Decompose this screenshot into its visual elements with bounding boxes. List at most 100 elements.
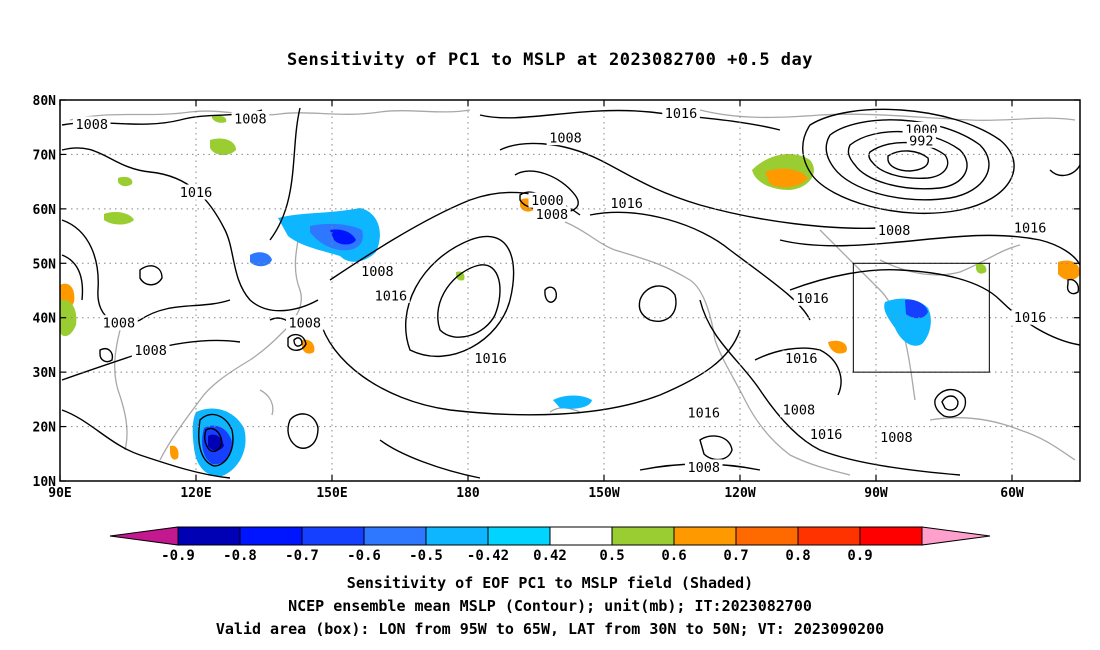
colorbar: -0.9 -0.8 -0.7 -0.6 -0.5 -0.42 0.42 0.5 0.6 0.7 0.… xyxy=(109,526,991,564)
contour-label: 1008 xyxy=(289,316,322,332)
contour-label-bg xyxy=(684,459,723,475)
contour-label: 1016 xyxy=(610,196,643,212)
lon-tick-label: 90W xyxy=(864,486,888,501)
contour-label-bg xyxy=(72,116,111,132)
contour-label-bg xyxy=(807,426,845,442)
caption-valid-area: Valid area (box): LON from 95W to 65W, L… xyxy=(215,620,885,638)
colorbar-label: -0.5 xyxy=(409,548,443,564)
contour-label: 1016 xyxy=(180,185,213,201)
lat-tick-label: 20N xyxy=(33,421,57,436)
contour-label: 1016 xyxy=(1014,220,1047,236)
colorbar-swatch xyxy=(425,526,489,546)
contour-label: 1008 xyxy=(134,343,167,359)
contour-label: 1008 xyxy=(687,460,720,476)
colorbar-label: 0.42 xyxy=(533,548,567,564)
contour-label: 1008 xyxy=(361,264,394,280)
lat-axis: 10N 20N 30N 40N 50N 60N 70N 80N xyxy=(33,94,1080,490)
coastlines xyxy=(69,109,1076,476)
contour-label-bg xyxy=(1011,219,1049,235)
contour-label-bg xyxy=(231,111,270,127)
colorbar-swatch xyxy=(363,526,427,546)
contour-label-bg xyxy=(546,130,585,146)
contour-label-bg xyxy=(875,222,913,238)
contour-label-bg xyxy=(793,290,832,306)
lon-tick-label: 150W xyxy=(588,486,619,501)
colorbar-swatch xyxy=(177,526,241,546)
contour-label: 1016 xyxy=(810,427,843,443)
colorbar-swatch xyxy=(549,526,613,546)
lon-tick-label: 120W xyxy=(724,486,755,501)
contour-label: 1008 xyxy=(234,112,267,128)
contour-label-bg xyxy=(684,404,723,420)
lat-tick-label: 70N xyxy=(33,148,57,163)
contour-label: 1000 xyxy=(531,193,564,209)
colorbar-label: -0.6 xyxy=(347,548,381,564)
contour-label: 1008 xyxy=(878,223,911,239)
colorbar-label: 0.8 xyxy=(785,548,810,564)
colorbar-swatch xyxy=(239,526,303,546)
valid-area-box xyxy=(852,262,990,373)
contour-label-bg xyxy=(131,342,170,358)
contour-label: 1008 xyxy=(549,131,582,147)
lon-tick-label: 180 xyxy=(456,486,480,501)
lon-axis: 90E 120E 150E 180 150W 120W 90W 60W xyxy=(48,100,1024,501)
contour-label-bg xyxy=(177,184,215,200)
colorbar-label: -0.8 xyxy=(223,548,257,564)
contour-label: 1016 xyxy=(785,351,818,367)
figure-title: Sensitivity of PC1 to MSLP at 2023082700… xyxy=(286,50,813,70)
contour-label-bg xyxy=(662,105,700,121)
colorbar-label: 0.6 xyxy=(661,548,686,564)
map-frame xyxy=(59,99,1081,482)
contour-label: 1016 xyxy=(687,405,720,421)
colorbar-swatch xyxy=(487,526,551,546)
caption-contour: NCEP ensemble mean MSLP (Contour); unit(… xyxy=(288,597,812,615)
colorbar-label: -0.9 xyxy=(161,548,195,564)
colorbar-label: 0.9 xyxy=(847,548,872,564)
colorbar-swatch xyxy=(859,526,923,546)
contour-label: 1008 xyxy=(536,207,569,223)
lon-tick-label: 90E xyxy=(48,486,71,501)
contour-label: 1016 xyxy=(1014,310,1047,326)
lat-tick-label: 80N xyxy=(33,94,57,109)
contour-label-bg xyxy=(286,315,324,331)
contour-label: 1016 xyxy=(665,106,698,122)
colorbar-extend-high xyxy=(921,526,991,546)
contour-label-bg xyxy=(906,132,936,148)
contour-label: 992 xyxy=(909,133,933,149)
lon-tick-label: 120E xyxy=(180,486,211,501)
contour-label: 1008 xyxy=(880,430,913,446)
colorbar-label: -0.42 xyxy=(467,548,509,564)
colorbar-label: 0.7 xyxy=(723,548,748,564)
caption-shaded: Sensitivity of EOF PC1 to MSLP field (Sh… xyxy=(346,574,754,592)
contour-label: 1008 xyxy=(75,117,108,133)
sensitivity-shading xyxy=(60,115,1080,477)
contour-label-bg xyxy=(607,195,646,211)
contour-label-bg xyxy=(372,287,410,303)
contour-label-bg xyxy=(471,350,510,366)
colorbar-extend-low xyxy=(109,526,179,546)
contour-label-bg xyxy=(358,263,397,279)
contour-label-bg xyxy=(528,192,567,208)
contour-label-bg xyxy=(1011,309,1049,325)
contour-label-bg xyxy=(533,206,571,222)
colorbar-label: -0.7 xyxy=(285,548,319,564)
lat-tick-label: 60N xyxy=(33,203,57,218)
lon-tick-label: 150E xyxy=(316,486,347,501)
contour-label: 1016 xyxy=(375,288,408,304)
colorbar-swatch xyxy=(797,526,861,546)
contour-label: 1008 xyxy=(783,403,816,419)
contour-label-bg xyxy=(780,402,818,418)
lat-tick-label: 30N xyxy=(33,366,57,381)
lat-tick-label: 40N xyxy=(33,312,57,327)
contour-label: 1016 xyxy=(796,291,829,307)
colorbar-label: 0.5 xyxy=(599,548,624,564)
lon-tick-label: 60W xyxy=(1000,486,1024,501)
contour-labels: 1008 1008 1016 1008 1008 1008 1008 1016 1016 1016… xyxy=(72,105,1049,476)
contour-label-bg xyxy=(877,429,916,445)
contour-label: 1008 xyxy=(103,316,136,332)
contour-label: 1016 xyxy=(474,351,507,367)
colorbar-swatch xyxy=(611,526,675,546)
lat-tick-label: 10N xyxy=(33,475,57,490)
